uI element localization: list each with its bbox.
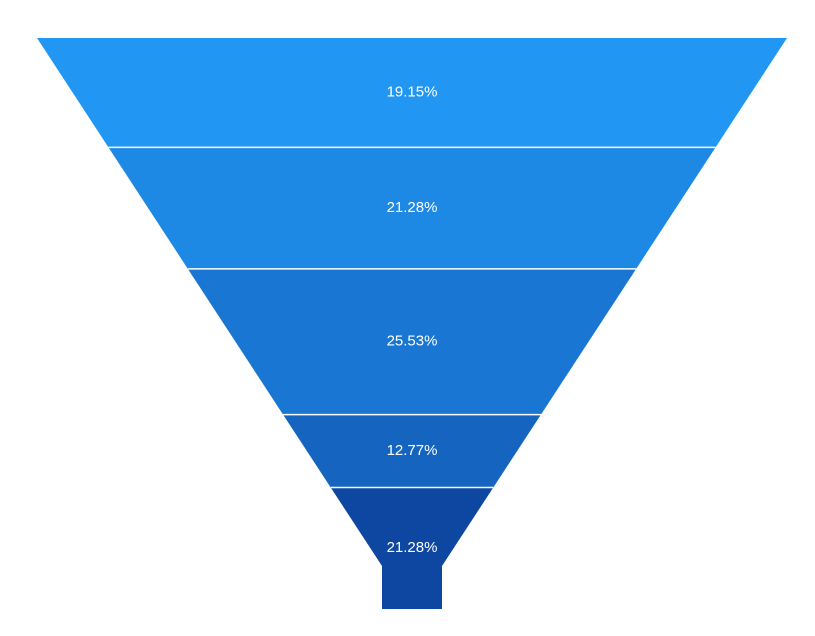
funnel-data-label-5: 21.28% [387,539,438,556]
funnel-labels: 19.15% 21.28% 25.53% 12.77% 21.28% [387,84,438,557]
funnel-segment-2[interactable] [108,147,716,269]
funnel-segment-4[interactable] [283,414,541,488]
funnel-segments [37,38,787,609]
funnel-separators [108,146,716,489]
funnel-segment-5[interactable] [330,487,494,609]
funnel-data-label-2: 21.28% [387,199,438,216]
funnel-data-label-4: 12.77% [387,442,438,459]
funnel-data-label-3: 25.53% [387,333,438,350]
funnel-segment-3[interactable] [187,268,637,415]
funnel-data-label-1: 19.15% [387,84,438,101]
funnel-segment-1[interactable] [37,38,787,148]
